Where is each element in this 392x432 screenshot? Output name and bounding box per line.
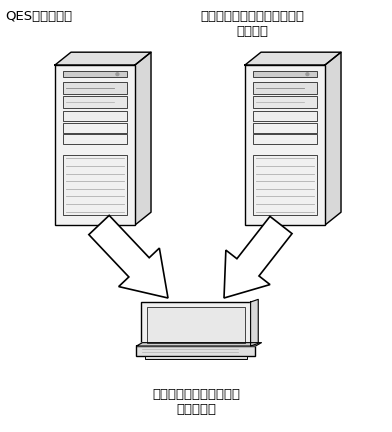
Bar (63, 71, 127, 77)
Bar (253, 111, 317, 121)
Bar (55, 65, 135, 225)
Bar (145, 356, 247, 359)
Polygon shape (135, 52, 151, 225)
Bar (253, 96, 317, 108)
Polygon shape (250, 299, 258, 346)
Bar (63, 111, 127, 121)
Bar (147, 308, 245, 343)
Bar (63, 96, 127, 108)
Bar (136, 346, 256, 356)
Bar (253, 155, 317, 216)
Polygon shape (224, 216, 292, 298)
Bar (253, 82, 317, 94)
Bar (245, 65, 325, 225)
Bar (63, 82, 127, 94)
Bar (63, 134, 127, 144)
Circle shape (116, 73, 119, 76)
Polygon shape (89, 216, 168, 298)
Polygon shape (245, 52, 341, 65)
Bar (253, 123, 317, 133)
Bar (63, 123, 127, 133)
Text: QES系统服务器: QES系统服务器 (5, 10, 72, 23)
Polygon shape (55, 52, 151, 65)
Bar (142, 302, 250, 346)
Bar (63, 155, 127, 216)
Polygon shape (136, 343, 261, 346)
Polygon shape (325, 52, 341, 225)
Bar (253, 71, 317, 77)
Bar (253, 134, 317, 144)
Circle shape (306, 73, 309, 76)
Text: 高温铸坯表面缺陷在线检测系
统服务器: 高温铸坯表面缺陷在线检测系 统服务器 (200, 10, 304, 38)
Text: 铸坯表面质量控制系统工
艺站服务器: 铸坯表面质量控制系统工 艺站服务器 (152, 388, 240, 416)
